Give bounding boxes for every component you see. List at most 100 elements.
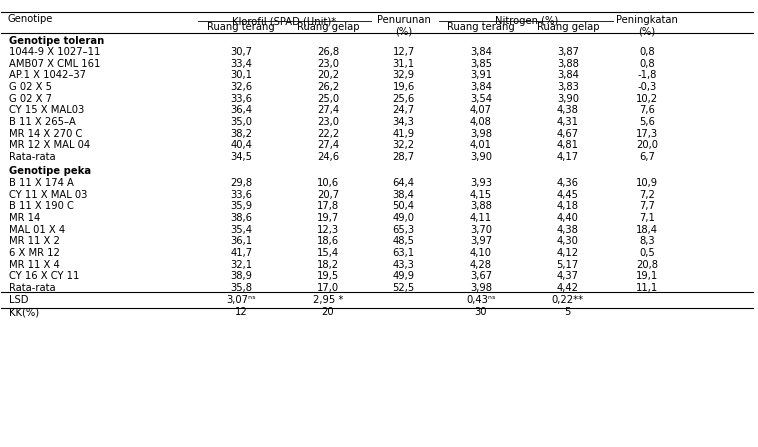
Text: 3,87: 3,87: [557, 47, 579, 57]
Text: 3,90: 3,90: [557, 94, 579, 104]
Text: 10,6: 10,6: [317, 178, 339, 188]
Text: 36,4: 36,4: [230, 105, 252, 115]
Text: 32,1: 32,1: [230, 260, 252, 270]
Text: 33,4: 33,4: [230, 59, 252, 69]
Text: 4,36: 4,36: [557, 178, 579, 188]
Text: LSD: LSD: [9, 295, 29, 305]
Text: 0,8: 0,8: [639, 59, 655, 69]
Text: 33,6: 33,6: [230, 190, 252, 200]
Text: CY 16 X CY 11: CY 16 X CY 11: [9, 271, 80, 281]
Text: 1044-9 X 1027–11: 1044-9 X 1027–11: [9, 47, 100, 57]
Text: 4,11: 4,11: [470, 213, 492, 223]
Text: 7,7: 7,7: [639, 202, 655, 211]
Text: 4,12: 4,12: [556, 248, 579, 258]
Text: 18,2: 18,2: [317, 260, 339, 270]
Text: 0,8: 0,8: [639, 47, 655, 57]
Text: 31,1: 31,1: [393, 59, 415, 69]
Text: G 02 X 5: G 02 X 5: [9, 82, 52, 92]
Text: 50,4: 50,4: [393, 202, 415, 211]
Text: 3,88: 3,88: [557, 59, 579, 69]
Text: 4,28: 4,28: [470, 260, 492, 270]
Text: MR 11 X 2: MR 11 X 2: [9, 236, 60, 246]
Text: Ruang terang: Ruang terang: [207, 21, 275, 32]
Text: 3,67: 3,67: [470, 271, 492, 281]
Text: 4,18: 4,18: [557, 202, 579, 211]
Text: 52,5: 52,5: [393, 283, 415, 293]
Text: 34,3: 34,3: [393, 117, 415, 127]
Text: 38,9: 38,9: [230, 271, 252, 281]
Text: 4,30: 4,30: [557, 236, 579, 246]
Text: 27,4: 27,4: [317, 140, 339, 150]
Text: 38,4: 38,4: [393, 190, 415, 200]
Text: 0,43ⁿˢ: 0,43ⁿˢ: [466, 295, 496, 305]
Text: 4,37: 4,37: [557, 271, 579, 281]
Text: Penurunan
(%): Penurunan (%): [377, 15, 431, 36]
Text: 7,1: 7,1: [639, 213, 655, 223]
Text: 3,83: 3,83: [557, 82, 579, 92]
Text: 12,3: 12,3: [317, 225, 339, 235]
Text: 65,3: 65,3: [393, 225, 415, 235]
Text: 4,38: 4,38: [557, 105, 579, 115]
Text: 2,95 *: 2,95 *: [313, 295, 343, 305]
Text: Klorofil (SPAD (Unit)*: Klorofil (SPAD (Unit)*: [233, 16, 337, 26]
Text: 5,6: 5,6: [639, 117, 655, 127]
Text: 41,7: 41,7: [230, 248, 252, 258]
Text: 12: 12: [235, 307, 248, 317]
Text: 3,54: 3,54: [470, 94, 492, 104]
Text: Genotipe: Genotipe: [8, 14, 53, 24]
Text: 26,2: 26,2: [317, 82, 339, 92]
Text: 3,97: 3,97: [470, 236, 492, 246]
Text: 10,2: 10,2: [636, 94, 658, 104]
Text: 5: 5: [565, 307, 571, 317]
Text: 4,31: 4,31: [557, 117, 579, 127]
Text: 4,07: 4,07: [470, 105, 492, 115]
Text: 24,7: 24,7: [393, 105, 415, 115]
Text: 3,07ⁿˢ: 3,07ⁿˢ: [227, 295, 256, 305]
Text: 25,0: 25,0: [317, 94, 339, 104]
Text: 3,91: 3,91: [470, 71, 492, 80]
Text: 4,42: 4,42: [557, 283, 579, 293]
Text: AP.1 X 1042–37: AP.1 X 1042–37: [9, 71, 86, 80]
Text: Rata-rata: Rata-rata: [9, 152, 55, 162]
Text: 30: 30: [475, 307, 487, 317]
Text: 4,15: 4,15: [470, 190, 492, 200]
Text: 5,17: 5,17: [556, 260, 579, 270]
Text: 12,7: 12,7: [393, 47, 415, 57]
Text: 63,1: 63,1: [393, 248, 415, 258]
Text: 34,5: 34,5: [230, 152, 252, 162]
Text: 20,7: 20,7: [317, 190, 339, 200]
Text: 10,9: 10,9: [636, 178, 658, 188]
Text: AMB07 X CML 161: AMB07 X CML 161: [9, 59, 100, 69]
Text: CY 11 X MAL 03: CY 11 X MAL 03: [9, 190, 87, 200]
Text: 4,08: 4,08: [470, 117, 492, 127]
Text: -1,8: -1,8: [637, 71, 656, 80]
Text: Nitrogen (%): Nitrogen (%): [495, 16, 558, 26]
Text: 23,0: 23,0: [317, 59, 339, 69]
Text: 20: 20: [321, 307, 334, 317]
Text: B 11 X 174 A: B 11 X 174 A: [9, 178, 74, 188]
Text: 29,8: 29,8: [230, 178, 252, 188]
Text: 28,7: 28,7: [393, 152, 415, 162]
Text: MR 12 X MAL 04: MR 12 X MAL 04: [9, 140, 90, 150]
Text: 3,90: 3,90: [470, 152, 492, 162]
Text: 4,01: 4,01: [470, 140, 492, 150]
Text: 3,98: 3,98: [470, 283, 492, 293]
Text: 25,6: 25,6: [393, 94, 415, 104]
Text: Genotipe toleran: Genotipe toleran: [9, 35, 104, 46]
Text: 32,2: 32,2: [393, 140, 415, 150]
Text: Ruang terang: Ruang terang: [447, 21, 515, 32]
Text: MR 14 X 270 C: MR 14 X 270 C: [9, 129, 83, 139]
Text: 20,0: 20,0: [636, 140, 658, 150]
Text: Ruang gelap: Ruang gelap: [297, 21, 359, 32]
Text: 36,1: 36,1: [230, 236, 252, 246]
Text: 40,4: 40,4: [230, 140, 252, 150]
Text: 27,4: 27,4: [317, 105, 339, 115]
Text: 64,4: 64,4: [393, 178, 415, 188]
Text: 3,84: 3,84: [470, 47, 492, 57]
Text: 48,5: 48,5: [393, 236, 415, 246]
Text: 3,85: 3,85: [470, 59, 492, 69]
Text: 11,1: 11,1: [636, 283, 658, 293]
Text: 17,8: 17,8: [317, 202, 339, 211]
Text: 19,6: 19,6: [393, 82, 415, 92]
Text: B 11 X 190 C: B 11 X 190 C: [9, 202, 74, 211]
